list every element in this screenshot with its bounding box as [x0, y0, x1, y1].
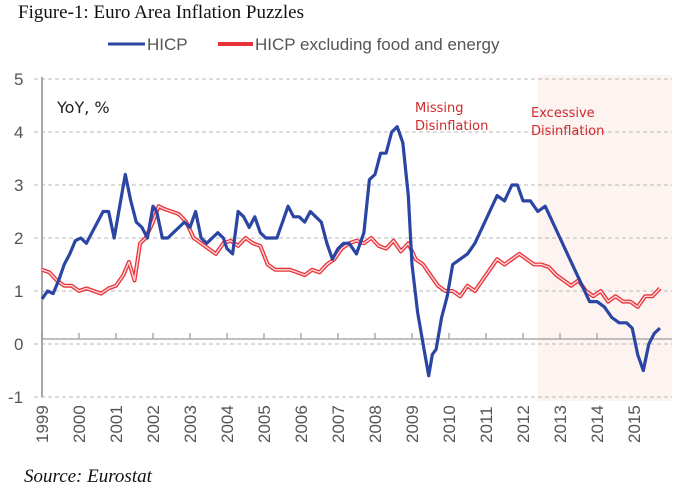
x-tick-label: 2015: [625, 405, 644, 443]
annotation-missing-2: Disinflation: [415, 119, 488, 134]
y-tick-label: 1: [14, 282, 23, 301]
x-tick-label: 2013: [551, 405, 570, 443]
annotation-excessive-1: Excessive: [531, 106, 595, 121]
x-tick-label: 1999: [33, 405, 52, 443]
source-note: Source: Eurostat: [24, 466, 152, 487]
annotation-missing-1: Missing: [415, 101, 463, 116]
legend-label-hicp: HICP: [147, 35, 188, 54]
y-tick-label: 4: [14, 123, 23, 142]
series-line-hicp: [40, 125, 661, 378]
x-tick-label: 2002: [144, 405, 163, 443]
y-tick-label: 5: [14, 70, 23, 89]
x-tick-label: 2010: [440, 405, 459, 443]
x-tick-label: 2008: [366, 405, 385, 443]
legend-label-hicp-core: HICP excluding food and energy: [255, 35, 500, 54]
x-tick-label: 2011: [477, 406, 496, 443]
y-tick-label: -1: [8, 388, 23, 407]
x-tick-label: 2006: [292, 405, 311, 443]
y-tick-label: 3: [14, 176, 23, 195]
x-tick-label: 2001: [107, 405, 126, 443]
x-tick-label: 2003: [181, 405, 200, 443]
x-tick-label: 2004: [218, 405, 237, 443]
series-line-hicp-core-inner: [41, 205, 661, 308]
annotation-excessive-2: Disinflation: [531, 124, 604, 139]
y-tick-label: 0: [14, 335, 23, 354]
x-tick-label: 2012: [514, 405, 533, 443]
legend: HICP HICP excluding food and energy: [108, 35, 500, 54]
y-tick-label: 2: [14, 229, 23, 248]
unit-label: YoY, %: [56, 98, 110, 117]
x-tick-label: 2009: [403, 405, 422, 443]
x-tick-label: 2000: [70, 405, 89, 443]
figure-title: Figure-1: Euro Area Inflation Puzzles: [18, 2, 304, 23]
x-tick-label: 2007: [329, 405, 348, 443]
x-tick-label: 2014: [588, 405, 607, 443]
x-tick-label: 2005: [255, 405, 274, 443]
